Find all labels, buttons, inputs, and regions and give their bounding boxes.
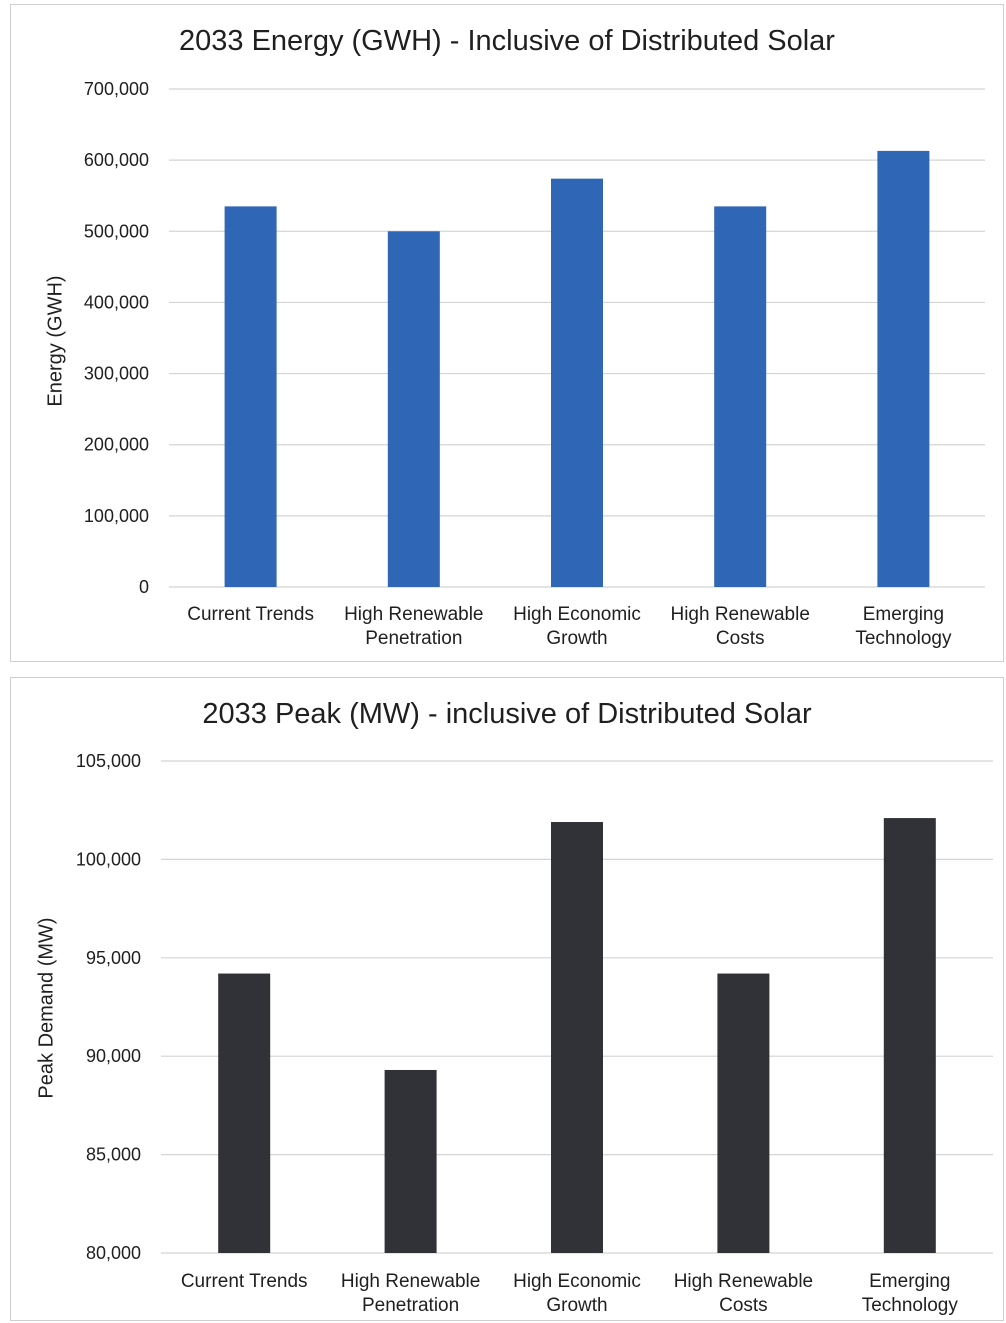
peak-bar [551,822,603,1253]
peak-bar [384,1069,437,1253]
energy-y-tick-label: 600,000 [84,150,149,170]
energy-y-tick-label: 700,000 [84,79,149,99]
peak-chart: 80,000 85,000 90,000 95,000 100,000 105,000 Cu… [76,751,993,1316]
energy-category-label: Emerging Technology [855,604,952,649]
energy-bar [387,231,440,588]
energy-chart: 0 100,000 200,000 300,000 400,000 500,000 600,… [84,79,985,649]
energy-category-label: Current Trends [187,604,314,625]
peak-bar [218,973,271,1253]
peak-chart-panel: 80,000 85,000 90,000 95,000 100,000 105,000 Cu… [10,677,1004,1321]
energy-bar [224,206,277,587]
energy-y-tick-label: 500,000 [84,221,149,241]
energy-y-tick-label: 0 [139,577,149,597]
energy-y-tick-label: 200,000 [84,435,149,455]
energy-y-tick-label: 100,000 [84,506,149,526]
peak-y-tick-label: 95,000 [86,948,141,968]
peak-y-tick-label: 100,000 [76,849,141,869]
energy-y-tick-label: 400,000 [84,292,149,312]
peak-bar [717,973,770,1253]
peak-category-label: High Economic Growth [513,1271,641,1316]
energy-bar [714,206,767,587]
energy-bar [551,178,603,587]
peak-category-label: Emerging Technology [862,1271,959,1316]
peak-y-tick-label: 105,000 [76,751,141,771]
peak-y-tick-label: 85,000 [86,1145,141,1165]
energy-category-label: High Renewable Costs [670,604,809,649]
peak-y-axis-label: Peak Demand (MW) [35,917,58,1099]
energy-category-label: High Renewable Penetration [344,604,483,649]
peak-category-label: High Renewable Costs [674,1271,813,1316]
peak-bar [883,818,936,1253]
peak-category-label: Current Trends [181,1271,308,1292]
energy-chart-panel: 0 100,000 200,000 300,000 400,000 500,000 600,… [10,4,1004,662]
peak-y-tick-label: 80,000 [86,1243,141,1263]
peak-category-label: High Renewable Penetration [341,1271,480,1316]
energy-y-tick-label: 300,000 [84,364,149,384]
peak-chart-title: 2033 Peak (MW) - inclusive of Distribute… [202,698,812,730]
energy-bar [877,150,930,587]
energy-chart-title: 2033 Energy (GWH) - Inclusive of Distrib… [179,25,835,57]
energy-y-axis-label: Energy (GWH) [44,275,67,407]
peak-y-tick-label: 90,000 [86,1046,141,1066]
energy-category-label: High Economic Growth [513,604,641,649]
